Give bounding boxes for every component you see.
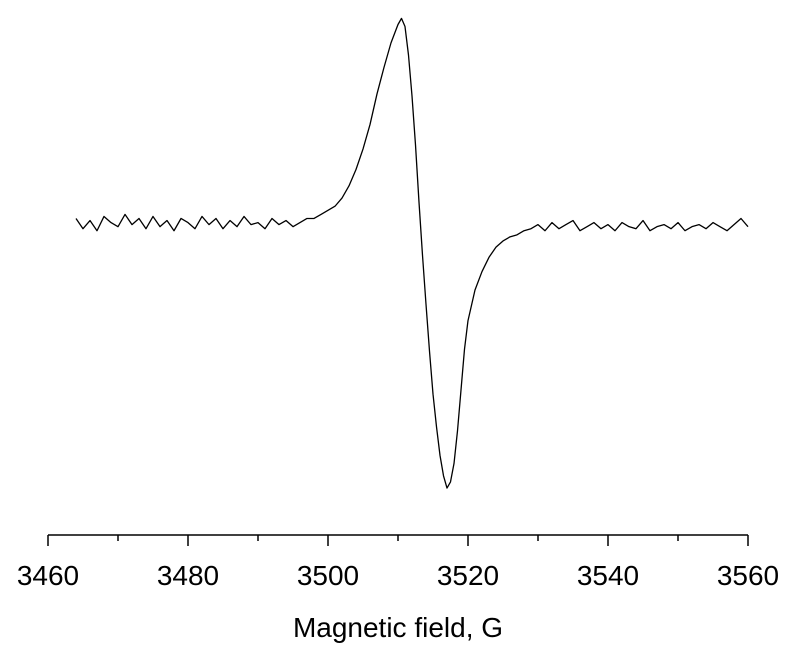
x-tick-label: 3540	[577, 560, 639, 591]
x-tick-label: 3500	[297, 560, 359, 591]
x-tick-label: 3520	[437, 560, 499, 591]
spectrum-line	[75, 17, 749, 489]
x-axis-label: Magnetic field, G	[293, 612, 503, 643]
x-tick-label: 3480	[157, 560, 219, 591]
x-tick-label: 3460	[17, 560, 79, 591]
x-tick-label: 3560	[717, 560, 779, 591]
